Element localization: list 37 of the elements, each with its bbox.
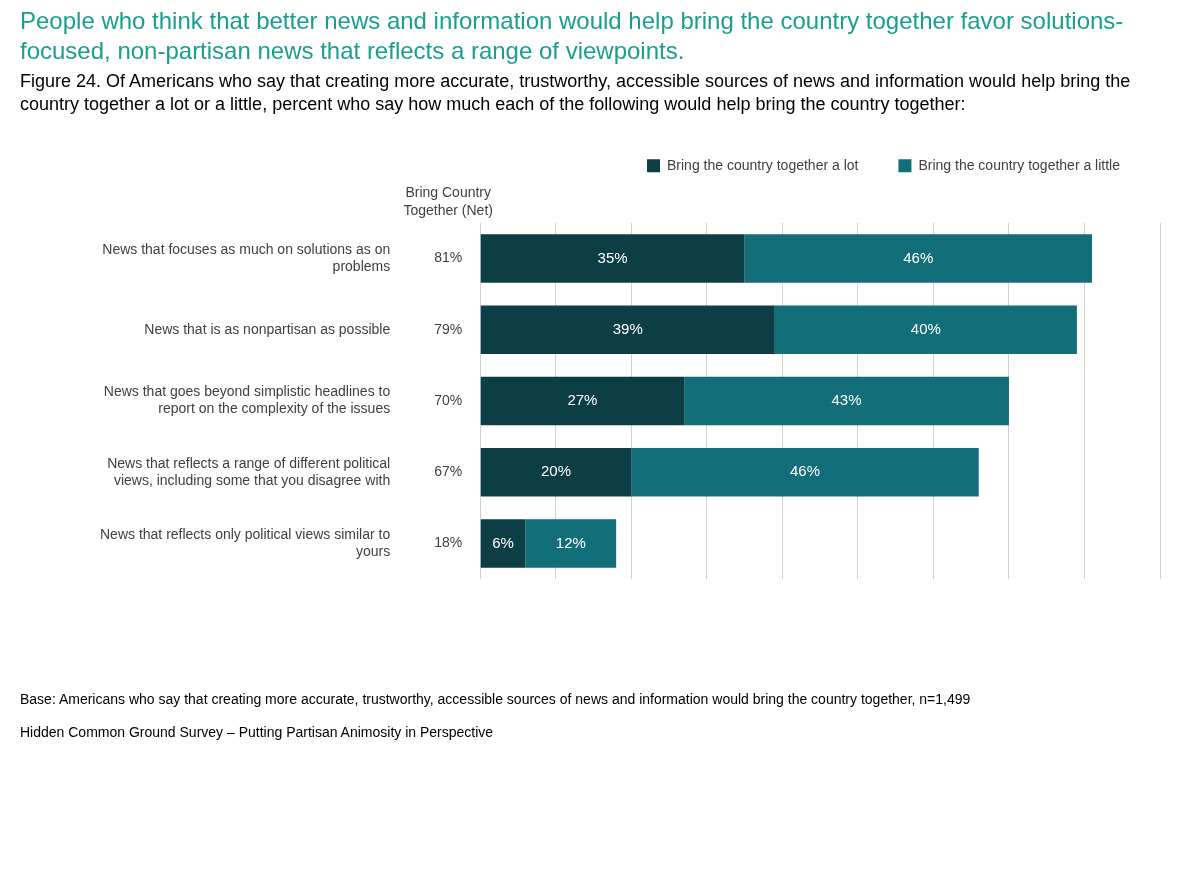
text: Base: Americans who say that creating more accurate, trustworthy, accessible sources of news and information would bring the country together, n=1,499	[20, 690, 972, 709]
total-label: 81%	[434, 249, 463, 266]
bar	[480, 234, 745, 283]
data-label: 35%	[597, 248, 628, 266]
text: Hidden Common Ground Survey – Putting Partisan Animosity in Perspective	[20, 723, 495, 742]
data-label: 40%	[910, 319, 941, 337]
legend-label: Bring the country together a lot	[667, 156, 859, 173]
bar	[774, 305, 1077, 354]
bar	[525, 519, 617, 568]
data-label: 46%	[903, 248, 934, 266]
total-label: 18%	[434, 534, 463, 551]
y-tick-label: News that reflects a range of different political views, including some that you disagree with	[107, 454, 391, 488]
bar	[744, 234, 1093, 283]
legend-label: Bring the country together a little	[918, 156, 1121, 173]
data-label: 46%	[789, 462, 821, 480]
bar	[480, 376, 685, 426]
bar	[480, 305, 775, 354]
total-label: 79%	[434, 320, 463, 337]
y-tick-label: News that reflects only political views similar to yours	[99, 526, 391, 559]
chart-subtitle: Figure 24. Of Americans who say that creating more accurate, trustworthy, accessible sources of news and information would help bring the country together a lot or a little, percent who say how much each of the following would help bring the country together:	[20, 70, 1132, 116]
data-label: 27%	[567, 391, 598, 409]
data-label: 20%	[540, 462, 571, 480]
bar	[684, 376, 1009, 426]
total-label: 70%	[434, 391, 463, 408]
y-tick-label: News that goes beyond simplistic headlines to report on the complexity of the issues	[103, 383, 391, 417]
data-label: 12%	[555, 533, 586, 551]
bar	[480, 519, 526, 568]
data-label: 6%	[492, 533, 514, 551]
data-label: 43%	[831, 391, 862, 409]
data-label: 39%	[612, 319, 643, 337]
y-tick-label: News that focuses as much on solutions as on problems	[102, 240, 391, 274]
chart-title: People who think that better news and information would help bring the country together favor solutions-focused, non-partisan news that reflects a range of viewpoints.	[20, 6, 1125, 66]
bar	[480, 448, 632, 497]
bar	[631, 448, 979, 497]
y-tick-label: News that is as nonpartisan as possible	[144, 320, 391, 337]
text: Bring Country Together (Net)	[403, 183, 493, 218]
total-label: 67%	[434, 463, 463, 480]
